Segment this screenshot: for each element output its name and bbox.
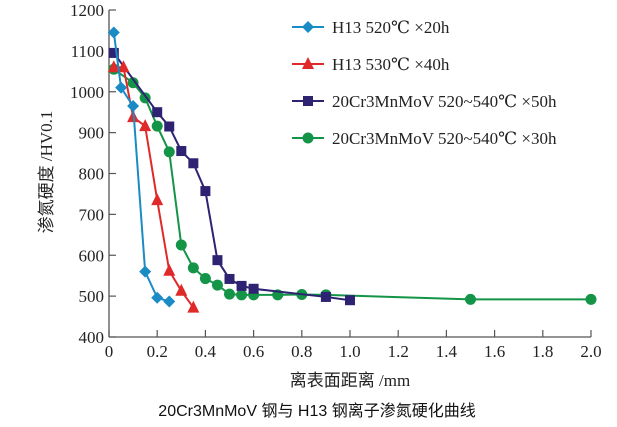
data-point: [187, 300, 200, 313]
legend-marker: [302, 132, 314, 144]
legend-marker: [302, 21, 314, 33]
legend-label: 20Cr3MnMoV 520~540℃ ×50h: [332, 92, 557, 111]
data-point: [224, 288, 235, 300]
data-point: [151, 193, 164, 206]
legend-label: H13 530℃ ×40h: [332, 55, 450, 74]
data-point: [127, 100, 140, 113]
y-tick-label: 700: [79, 205, 105, 224]
data-point: [236, 289, 248, 301]
series-3: [108, 47, 355, 306]
x-tick-label: 1.2: [388, 342, 409, 361]
y-tick-label: 600: [79, 246, 105, 265]
legend: H13 520℃ ×20h H13 530℃ ×40h 20Cr3MnMoV 520…: [292, 18, 557, 148]
data-point: [139, 119, 152, 132]
data-point: [188, 158, 199, 169]
data-point: [164, 121, 175, 132]
series-layer: [107, 26, 597, 313]
x-tick-label: 0.6: [243, 342, 264, 361]
x-axis-title: 离表面距离 /mm: [290, 371, 410, 390]
x-tick-label: 2.0: [580, 342, 601, 361]
x-tick-label: 0: [105, 342, 114, 361]
legend-item: 20Cr3MnMoV 520~540℃ ×30h: [292, 129, 557, 148]
data-point: [127, 77, 139, 89]
data-point: [212, 255, 223, 266]
x-tick-label: 1.4: [436, 342, 458, 361]
y-tick-label: 900: [79, 124, 105, 143]
data-point: [163, 263, 176, 276]
data-point: [151, 120, 163, 132]
legend-marker: [302, 57, 314, 69]
data-point: [236, 280, 247, 291]
data-point: [176, 146, 187, 157]
x-tick-label: 0.8: [291, 342, 312, 361]
x-tick-label: 0.4: [195, 342, 217, 361]
data-point: [152, 107, 163, 118]
x-tick-label: 1.0: [339, 342, 360, 361]
x-tick-label: 1.8: [532, 342, 553, 361]
axes: 0 0.2 0.4 0.6 0.8 1.0 1.2 1.4 1.6 1.8 2.0 400 500 600…: [70, 1, 602, 361]
data-point: [163, 146, 175, 158]
data-point: [187, 262, 199, 274]
data-point: [320, 291, 331, 302]
data-point: [465, 293, 476, 305]
data-point: [224, 273, 235, 284]
y-tick-label: 800: [79, 165, 105, 184]
series-line: [113, 52, 351, 302]
data-point: [107, 26, 120, 39]
data-point: [345, 295, 355, 306]
data-point: [117, 60, 130, 73]
data-point: [585, 293, 597, 305]
legend-item: H13 530℃ ×40h: [292, 55, 450, 74]
y-tick-label: 1000: [70, 83, 104, 102]
data-point: [151, 291, 164, 304]
data-point: [211, 279, 223, 291]
data-point: [175, 239, 187, 251]
data-point: [108, 47, 119, 58]
legend-label: H13 520℃ ×20h: [332, 18, 450, 37]
y-tick-label: 1100: [71, 42, 104, 61]
legend-marker: [303, 96, 313, 106]
data-point: [139, 265, 152, 278]
legend-item: 20Cr3MnMoV 520~540℃ ×50h: [292, 92, 557, 111]
x-tick-label: 1.6: [484, 342, 505, 361]
series-2: [107, 60, 200, 313]
series-1: [107, 26, 176, 308]
data-point: [175, 283, 188, 296]
y-axis-title: 渗氮硬度 /HV0.1: [37, 111, 56, 234]
series-line: [112, 32, 170, 303]
data-point: [200, 186, 211, 197]
y-tick-label: 500: [79, 287, 105, 306]
data-point: [248, 283, 259, 294]
data-point: [199, 273, 211, 285]
y-tick-label: 1200: [70, 1, 104, 20]
y-tick-label: 400: [79, 328, 105, 347]
figure-caption: 20Cr3MnMoV 钢与 H13 钢离子渗氮硬化曲线: [158, 402, 475, 420]
x-tick-label: 0.2: [147, 342, 168, 361]
data-point: [163, 295, 176, 308]
legend-label: 20Cr3MnMoV 520~540℃ ×30h: [332, 129, 557, 148]
data-point: [107, 60, 120, 73]
legend-item: H13 520℃ ×20h: [292, 18, 450, 37]
series-line: [113, 66, 195, 309]
data-point: [115, 81, 128, 94]
